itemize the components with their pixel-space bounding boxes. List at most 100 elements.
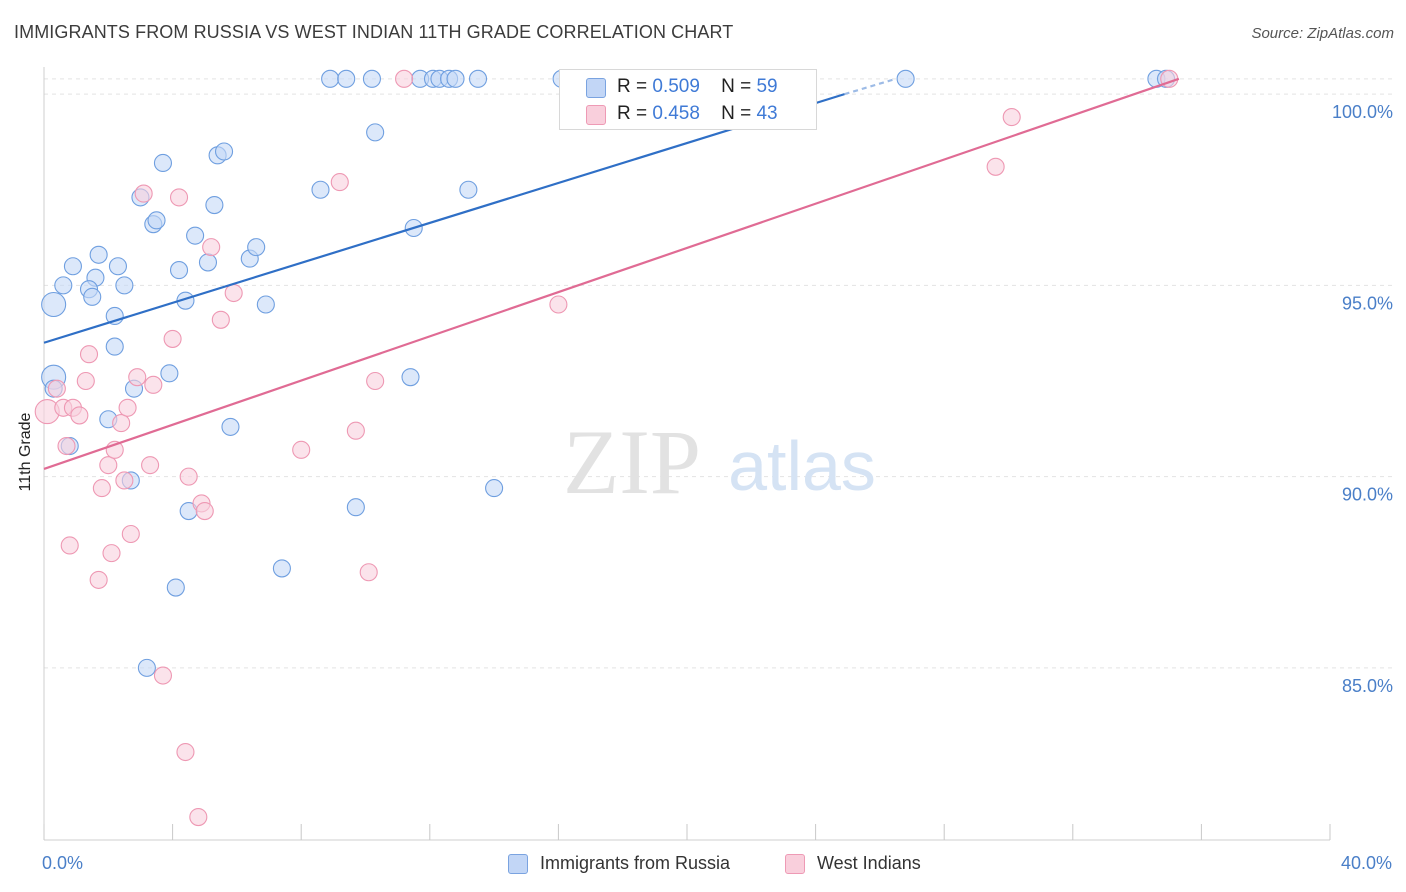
point-west-indians <box>224 283 243 303</box>
point-west-indians <box>346 421 365 440</box>
point-russia <box>83 287 102 306</box>
point-russia <box>89 245 108 264</box>
y-tick-label: 85.0% <box>1342 676 1393 696</box>
point-west-indians <box>163 329 182 348</box>
point-west-indians <box>359 563 378 582</box>
watermark-atlas: atlas <box>728 427 876 505</box>
point-russia <box>401 368 420 387</box>
point-west-indians <box>1002 108 1021 127</box>
point-west-indians <box>102 544 121 563</box>
point-west-indians <box>189 807 208 827</box>
point-russia <box>160 364 179 383</box>
point-russia <box>485 479 504 498</box>
point-russia <box>147 211 166 230</box>
point-west-indians <box>60 536 79 555</box>
point-west-indians <box>292 440 311 459</box>
legend-swatch-west-indians <box>785 854 805 874</box>
point-russia <box>272 559 291 578</box>
y-tick-label: 90.0% <box>1342 485 1393 505</box>
source-label: Source: ZipAtlas.com <box>1251 25 1394 42</box>
point-west-indians <box>549 295 568 314</box>
point-russia <box>459 180 478 199</box>
point-russia <box>256 295 275 314</box>
point-russia <box>896 69 915 88</box>
legend-swatch-russia <box>586 78 606 98</box>
point-russia <box>446 69 465 88</box>
n-label: N = <box>721 103 752 124</box>
trend-lines <box>43 77 1180 471</box>
point-west-indians <box>57 436 76 456</box>
point-west-indians <box>115 471 134 490</box>
point-russia <box>346 498 365 517</box>
point-russia <box>214 142 234 161</box>
y-tick-label: 95.0% <box>1342 293 1393 313</box>
point-west-indians <box>179 467 198 486</box>
point-west-indians <box>211 310 230 329</box>
point-west-indians <box>89 570 108 589</box>
point-west-indians <box>176 742 195 762</box>
point-russia <box>366 123 385 142</box>
point-russia <box>108 257 127 276</box>
n-value-russia: 59 <box>756 76 778 97</box>
point-russia <box>153 153 173 173</box>
point-russia <box>166 578 185 597</box>
point-west-indians <box>144 375 163 394</box>
r-value-west-indians: 0.458 <box>652 103 700 124</box>
r-label: R = <box>617 103 648 124</box>
y-tick-label: 100.0% <box>1332 102 1393 122</box>
chart-title: IMMIGRANTS FROM RUSSIA VS WEST INDIAN 11… <box>14 22 734 42</box>
point-russia <box>115 276 134 295</box>
legend-swatch-west-indians <box>586 105 606 125</box>
point-west-indians <box>986 157 1005 176</box>
point-west-indians <box>395 69 414 88</box>
legend-label-russia: Immigrants from Russia <box>540 853 731 873</box>
point-west-indians <box>366 371 385 391</box>
legend-swatch-russia <box>508 854 528 874</box>
point-russia <box>362 69 381 88</box>
y-tick-labels: 85.0% 90.0% 95.0% 100.0% <box>1332 102 1393 696</box>
point-russia <box>63 257 82 276</box>
trend-line-west-indians <box>43 77 1180 471</box>
n-value-west-indians: 43 <box>756 103 778 124</box>
axes <box>43 67 1331 841</box>
x-tick-label-max: 40.0% <box>1340 853 1392 873</box>
point-west-indians <box>79 345 99 364</box>
correlation-legend: R = 0.509 N = 59 R = 0.458 N = 43 <box>559 69 817 130</box>
point-russia <box>54 276 73 295</box>
point-russia <box>247 238 266 257</box>
point-west-indians <box>121 524 140 544</box>
watermark: ZIP atlas <box>563 411 876 513</box>
point-west-indians <box>92 479 111 498</box>
legend-row-russia: R = 0.509 N = 59 <box>617 76 778 98</box>
point-russia <box>337 69 356 88</box>
legend-row-west-indians: R = 0.458 N = 43 <box>617 103 778 125</box>
point-west-indians <box>99 456 118 475</box>
series-legend: Immigrants from Russia West Indians <box>0 853 1406 877</box>
point-russia <box>169 261 189 280</box>
data-points <box>34 69 1179 827</box>
point-west-indians <box>195 501 214 521</box>
trend-line-russia <box>43 93 845 344</box>
point-west-indians <box>76 371 95 391</box>
point-west-indians <box>112 414 131 433</box>
point-russia <box>311 180 330 199</box>
point-russia <box>105 337 124 356</box>
point-west-indians <box>153 666 173 685</box>
point-west-indians <box>141 456 160 475</box>
point-west-indians <box>47 379 66 398</box>
n-label: N = <box>721 76 752 97</box>
point-russia <box>321 69 340 88</box>
point-west-indians <box>70 406 89 425</box>
point-russia <box>186 226 205 245</box>
point-west-indians <box>134 184 153 203</box>
point-west-indians <box>118 398 137 417</box>
point-west-indians <box>202 238 221 257</box>
point-russia <box>137 658 156 677</box>
gridlines <box>44 78 1395 669</box>
point-russia <box>41 291 67 318</box>
point-west-indians <box>128 368 147 387</box>
point-west-indians <box>169 188 189 207</box>
point-russia <box>221 417 240 436</box>
point-russia <box>205 196 224 215</box>
point-russia <box>198 253 218 272</box>
